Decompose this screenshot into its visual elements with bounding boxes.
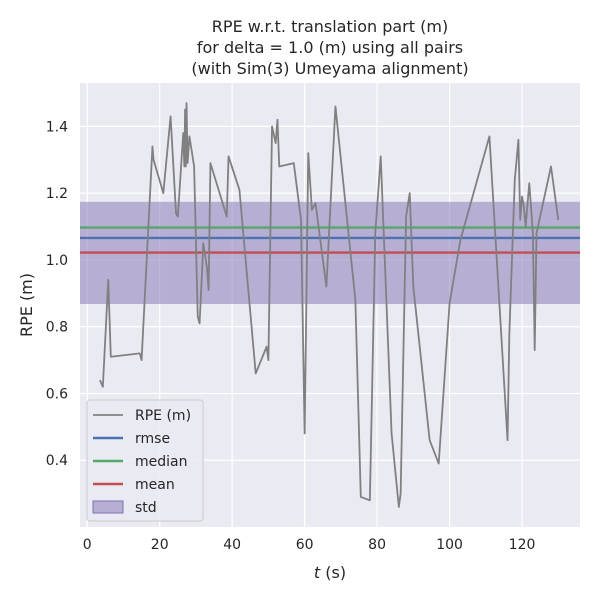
legend-box <box>86 399 204 522</box>
chart-title: RPE w.r.t. translation part (m) for delt… <box>191 17 468 78</box>
x-tick-labels: 0 20 40 60 80 100 120 <box>83 537 536 553</box>
rpe-series <box>99 102 560 508</box>
legend: RPE (m) rmse median mean std <box>86 399 204 522</box>
rpe-line <box>99 102 560 508</box>
x-tick-label: 40 <box>223 537 241 553</box>
x-tick-label: 80 <box>368 537 386 553</box>
y-tick-label: 0.6 <box>46 386 68 402</box>
y-tick-labels: 0.4 0.6 0.8 1.0 1.2 1.4 <box>46 119 68 469</box>
title-line-3: (with Sim(3) Umeyama alignment) <box>191 59 468 78</box>
x-tick-label: 100 <box>436 537 463 553</box>
x-tick-label: 120 <box>509 537 536 553</box>
legend-label: rmse <box>135 431 170 447</box>
x-tick-label: 0 <box>83 537 92 553</box>
legend-label: median <box>135 454 187 470</box>
legend-label: mean <box>135 477 175 493</box>
title-line-1: RPE w.r.t. translation part (m) <box>212 17 448 36</box>
y-tick-label: 1.0 <box>46 253 68 269</box>
x-tick-label: 60 <box>296 537 314 553</box>
title-line-2: for delta = 1.0 (m) using all pairs <box>197 38 463 57</box>
y-tick-label: 1.4 <box>46 119 68 135</box>
legend-label: std <box>135 500 157 516</box>
x-tick-label: 20 <box>151 537 169 553</box>
legend-label: RPE (m) <box>135 408 191 424</box>
legend-swatch-std <box>92 500 124 514</box>
y-tick-label: 0.4 <box>46 453 68 469</box>
x-axis-label: t (s) <box>314 563 346 582</box>
y-axis-label: RPE (m) <box>17 273 36 337</box>
y-tick-label: 1.2 <box>46 186 68 202</box>
y-tick-label: 0.8 <box>46 320 68 336</box>
